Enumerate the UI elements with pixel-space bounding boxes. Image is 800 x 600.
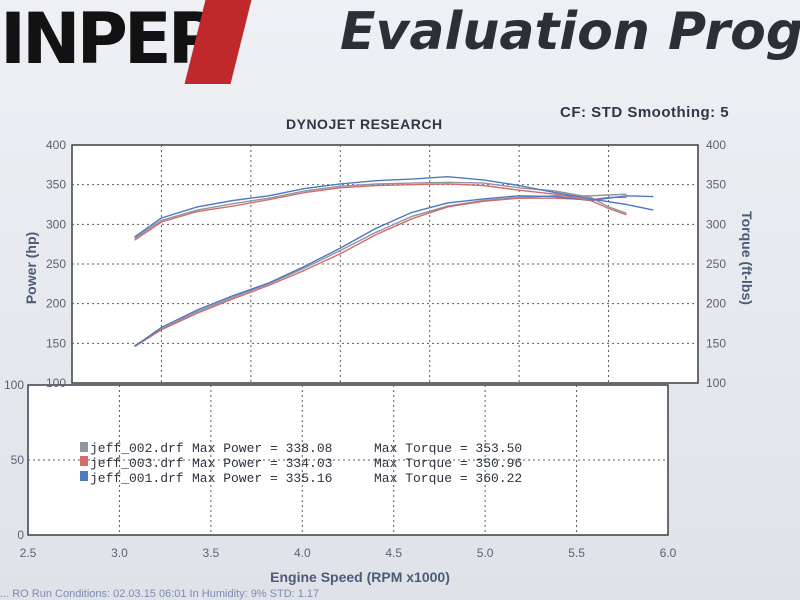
power-tick-label: 150 (46, 336, 66, 350)
torque-tick-label: 400 (706, 138, 726, 152)
cf-smoothing-label: CF: STD Smoothing: 5 (560, 104, 730, 121)
legend-swatch (80, 471, 88, 481)
page-title: Evaluation Progr (340, 2, 800, 62)
power-tick-label: 400 (46, 138, 66, 152)
legend-file: jeff_003.drf (90, 456, 184, 471)
dyno-title: DYNOJET RESEARCH (286, 116, 443, 132)
legend-torque: Max Torque = 350.96 (374, 456, 522, 471)
x-axis-label: Engine Speed (RPM x1000) (270, 569, 450, 585)
legend-torque: Max Torque = 360.22 (374, 471, 522, 486)
lower-tick-label: 100 (4, 378, 24, 392)
torque-axis-label: Torque (ft-lbs) (739, 211, 755, 305)
torque-tick-label: 350 (706, 178, 726, 192)
lower-grid (28, 385, 668, 535)
x-tick-label: 2.5 (20, 546, 37, 560)
power-tick-label: 350 (46, 178, 66, 192)
legend-power: Max Power = 338.08 (192, 441, 332, 456)
torque-tick-label: 250 (706, 257, 726, 271)
series-layer (134, 175, 654, 348)
x-tick-label: 5.0 (477, 546, 494, 560)
legend-torque: Max Torque = 353.50 (374, 441, 522, 456)
upper-grid (72, 145, 698, 383)
torque-tick-label: 100 (706, 376, 726, 390)
x-tick-label: 3.5 (203, 546, 220, 560)
legend-item: jeff_003.drf Max Power = 334.03 Max Torq… (80, 456, 522, 471)
legend-power: Max Power = 335.16 (192, 471, 332, 486)
x-tick-label: 3.0 (111, 546, 128, 560)
power-tick-label: 300 (46, 217, 66, 231)
legend-file: jeff_002.drf (90, 441, 184, 456)
torque-tick-label: 150 (706, 336, 726, 350)
legend: jeff_002.drf Max Power = 338.08 Max Torq… (80, 441, 522, 486)
power-tick-label: 100 (46, 376, 66, 390)
legend-file: jeff_001.drf (90, 471, 184, 486)
series-line (134, 183, 627, 241)
x-tick-label: 4.0 (294, 546, 311, 560)
tick-layer: 2.5 3.0 3.5 4.0 4.5 5.0 5.5 6.0 100 150 200 250 300 3… (4, 138, 726, 560)
series-line (134, 195, 654, 348)
power-tick-label: 200 (46, 297, 66, 311)
legend-item: jeff_002.drf Max Power = 338.08 Max Torq… (80, 441, 522, 456)
torque-tick-label: 200 (706, 297, 726, 311)
x-tick-label: 4.5 (385, 546, 402, 560)
legend-swatch (80, 456, 88, 466)
torque-tick-label: 300 (706, 217, 726, 231)
run-conditions-footer: ... RO Run Conditions: 02.03.15 06:01 In… (0, 588, 320, 600)
legend-swatch (80, 442, 88, 452)
brand-logo: INPEP (0, 0, 219, 80)
legend-power: Max Power = 334.03 (192, 456, 332, 471)
series-line (134, 181, 627, 240)
series-line (134, 175, 654, 238)
power-axis-label: Power (hp) (23, 232, 39, 304)
power-tick-label: 250 (46, 257, 66, 271)
legend-item: jeff_001.drf Max Power = 335.16 Max Torq… (80, 471, 522, 486)
x-tick-label: 6.0 (660, 546, 677, 560)
x-tick-label: 5.5 (568, 546, 585, 560)
lower-tick-label: 0 (17, 528, 24, 542)
lower-tick-label: 50 (11, 453, 25, 467)
